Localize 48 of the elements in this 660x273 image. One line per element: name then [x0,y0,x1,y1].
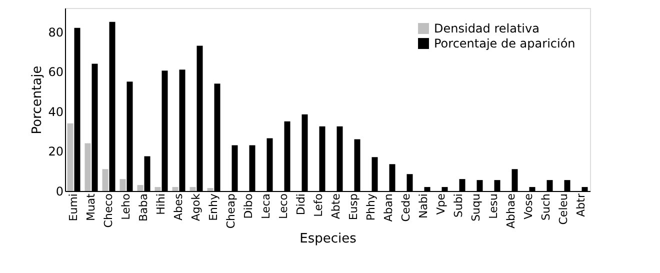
x-tick-label: Abes [172,193,185,221]
x-tick-label: Agok [189,192,202,222]
x-tick-label: Phhy [364,193,378,221]
x-tick-label: Celeu [556,194,570,225]
y-tick-label: 40 [48,104,64,119]
x-tick-label: Dibo [242,193,255,219]
x-tick-label: Cheap [224,193,238,229]
x-tick-label: Checo [102,193,115,228]
x-tick-label: Vpe [434,193,448,215]
x-tick-label: Eusp [346,193,360,220]
x-tick-label: Lefo [312,193,325,217]
x-tick-label: Aban [382,193,395,222]
bar [172,187,178,191]
x-tick-label: Abte [329,193,342,220]
bar [67,123,74,191]
x-tick-label: Didi [294,194,308,216]
x-tick-label: Leco [276,193,290,219]
x-tick-label: Nabi [416,194,430,219]
bar [207,188,214,191]
legend-label: Porcentaje de aparición [434,36,576,50]
x-tick-label: Enhy [206,193,220,221]
x-tick-label: Lesu [486,194,500,219]
x-tick-label: Cede [399,193,412,222]
y-tick-label: 20 [48,144,64,159]
x-tick-label: Abhae [504,193,518,228]
x-tick-label: Eumi [66,194,80,222]
bar [102,169,108,191]
y-tick-label: 80 [48,25,64,40]
bar [190,187,196,191]
x-tick-label: Hihi [154,194,168,215]
y-tick-label: 0 [56,184,64,198]
x-tick-label: Suqu [469,194,482,222]
x-tick-label: Abtr [574,193,588,217]
y-axis-title: Porcentaje [30,66,46,134]
x-tick-label: Baba [136,194,150,222]
x-tick-label: Leho [119,193,132,220]
bar [120,179,126,191]
x-tick-label: Leca [259,194,272,219]
bar [137,185,144,191]
x-tick-label: Such [539,193,552,220]
x-axis-title: Especies [300,232,357,247]
x-tick-label: Muat [84,192,98,222]
bar [84,143,91,191]
y-tick-label: 60 [48,65,64,80]
bar [154,187,161,191]
legend-label: Densidad relativa [434,22,540,36]
x-tick-label: Subi [452,194,465,218]
x-tick-label: Vose [522,193,535,220]
